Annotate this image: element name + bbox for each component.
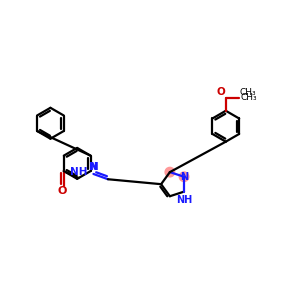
Text: N: N: [90, 162, 98, 172]
Circle shape: [179, 172, 189, 182]
Text: CH₃: CH₃: [239, 88, 256, 97]
Text: N: N: [180, 172, 188, 182]
Text: N: N: [89, 163, 98, 172]
Text: NH: NH: [70, 167, 87, 177]
Text: CH₃: CH₃: [240, 93, 257, 102]
Text: NH: NH: [176, 195, 193, 205]
Circle shape: [165, 167, 175, 177]
Text: O: O: [58, 186, 67, 197]
Text: O: O: [216, 87, 225, 97]
